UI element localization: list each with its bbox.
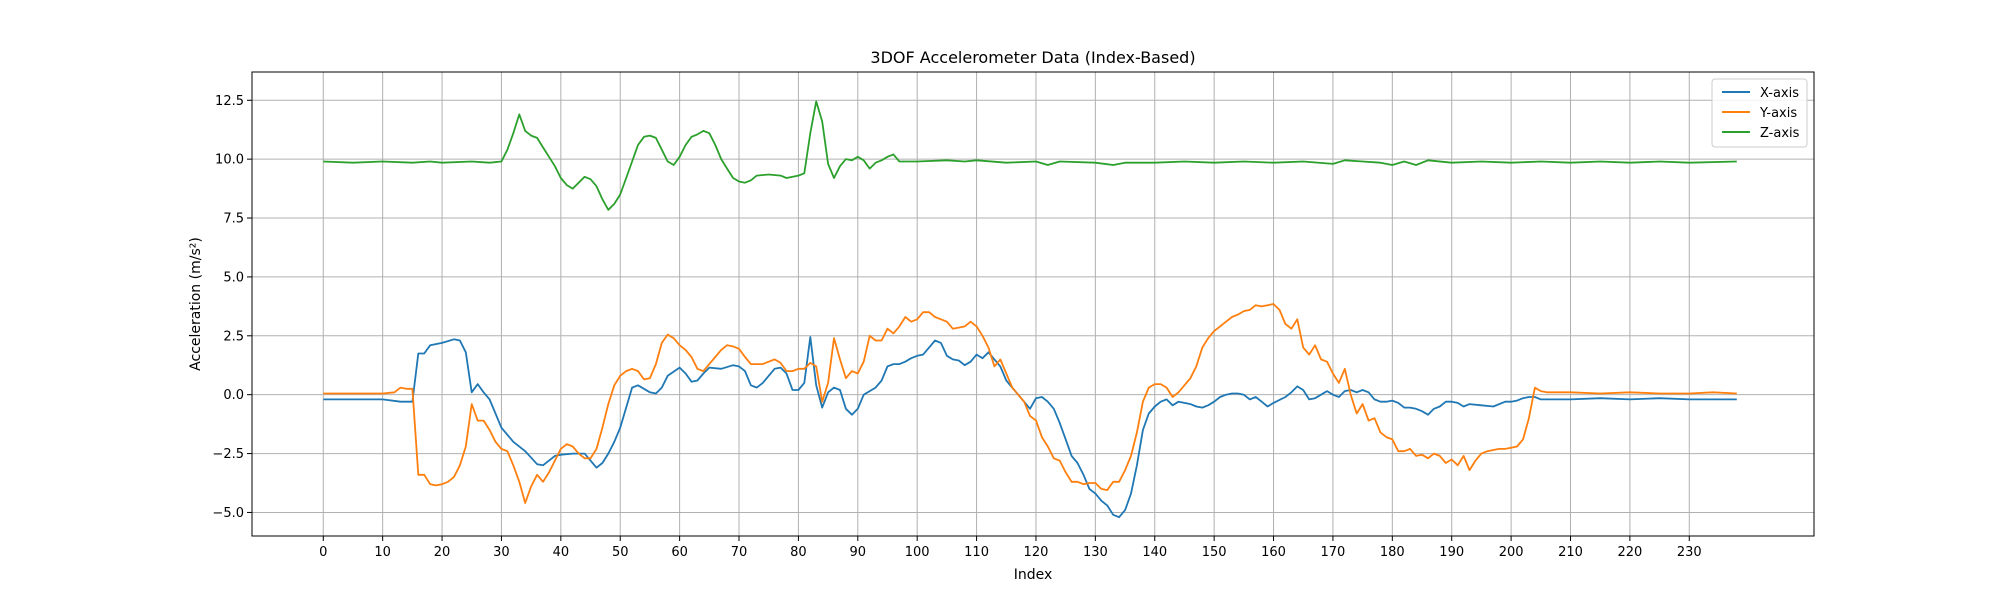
- x-axis-ticks: 0 10 20 30 40 50 60 70 80 90 100 110 120 130 140 150 160…: [319, 536, 1702, 560]
- x-tick-label: 100: [905, 545, 930, 560]
- x-tick-label: 230: [1677, 545, 1702, 560]
- y-tick-label: 5.0: [223, 270, 244, 285]
- legend-label-x-axis: X-axis: [1760, 86, 1799, 101]
- x-tick-label: 220: [1617, 545, 1642, 560]
- x-tick-label: 140: [1142, 545, 1167, 560]
- x-tick-label: 190: [1439, 545, 1464, 560]
- x-tick-label: 180: [1380, 545, 1405, 560]
- plot-frame: [251, 71, 1815, 537]
- x-axis-title: Index: [1014, 567, 1053, 583]
- x-tick-label: 110: [964, 545, 989, 560]
- legend: X-axis Y-axis Z-axis: [1711, 78, 1808, 148]
- x-tick-label: 20: [434, 545, 451, 560]
- legend-box: [1711, 78, 1808, 148]
- chart-title: 3DOF Accelerometer Data (Index-Based): [870, 48, 1195, 67]
- x-tick-label: 170: [1321, 545, 1346, 560]
- series-line-y-axis: [323, 303, 1737, 504]
- x-tick-label: 120: [1024, 545, 1049, 560]
- x-tick-label: 80: [790, 545, 807, 560]
- y-tick-label: 0.0: [223, 388, 244, 403]
- series-line-z-axis: [323, 100, 1737, 211]
- y-tick-label: 12.5: [215, 94, 244, 109]
- x-tick-label: 50: [612, 545, 629, 560]
- x-tick-label: 210: [1558, 545, 1583, 560]
- x-tick-label: 40: [553, 545, 570, 560]
- x-tick-label: 0: [319, 545, 327, 560]
- legend-label-z-axis: Z-axis: [1760, 126, 1800, 141]
- legend-label-y-axis: Y-axis: [1759, 106, 1797, 121]
- y-axis-ticks: −5.0 −2.5 0.0 2.5 5.0 7.5 10.0 12.5: [212, 94, 252, 521]
- y-tick-label: −2.5: [212, 447, 244, 462]
- x-tick-label: 90: [850, 545, 867, 560]
- y-axis-title: Acceleration (m/s²): [188, 237, 204, 371]
- y-tick-label: 10.0: [215, 153, 244, 168]
- x-tick-label: 150: [1202, 545, 1227, 560]
- x-tick-label: 160: [1261, 545, 1286, 560]
- x-tick-label: 30: [493, 545, 510, 560]
- x-tick-label: 60: [671, 545, 688, 560]
- x-tick-label: 70: [731, 545, 748, 560]
- y-tick-label: 2.5: [223, 329, 244, 344]
- y-tick-label: −5.0: [212, 506, 244, 521]
- grid-lines: [252, 72, 1814, 536]
- x-tick-label: 10: [374, 545, 391, 560]
- x-tick-label: 130: [1083, 545, 1108, 560]
- series-lines: [323, 100, 1737, 519]
- x-tick-label: 200: [1499, 545, 1524, 560]
- y-tick-label: 7.5: [223, 212, 244, 227]
